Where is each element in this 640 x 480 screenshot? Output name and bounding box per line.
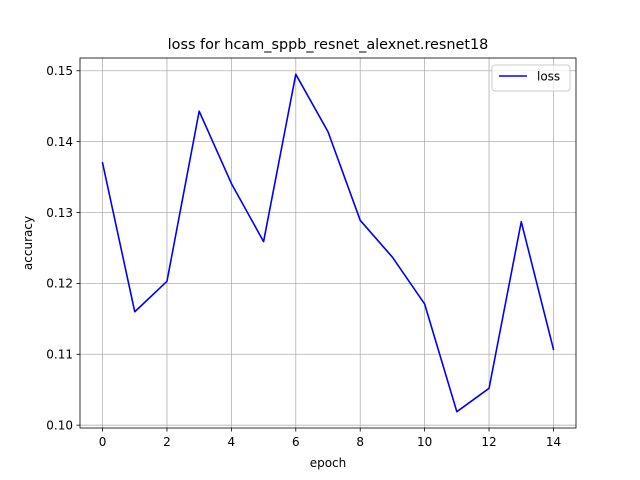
x-tick-label-12: 12 — [481, 435, 496, 449]
data-point-epoch-14 — [553, 349, 555, 351]
data-point-epoch-13 — [520, 221, 522, 223]
plot-area-frame — [79, 57, 577, 429]
data-point-epoch-9 — [392, 256, 394, 258]
data-point-epoch-7 — [327, 131, 329, 133]
y-axis-label: accuracy — [21, 216, 35, 270]
data-point-epoch-2 — [166, 280, 168, 282]
data-point-epoch-12 — [488, 388, 490, 390]
chart-title: loss for hcam_sppb_resnet_alexnet.resnet… — [168, 37, 489, 53]
x-tick-label-6: 6 — [292, 435, 300, 449]
x-tick-label-14: 14 — [546, 435, 561, 449]
data-point-epoch-4 — [231, 183, 233, 185]
x-axis-ticks: 0 2 4 6 8 10 12 14 — [99, 428, 561, 449]
data-point-epoch-0 — [102, 162, 104, 164]
series-line-loss — [101, 73, 555, 413]
y-tick-label-0.15: 0.15 — [46, 64, 73, 78]
x-axis-label: epoch — [310, 456, 347, 470]
data-point-epoch-6 — [295, 74, 297, 76]
y-tick-label-0.10: 0.10 — [46, 418, 73, 432]
x-tick-label-2: 2 — [163, 435, 171, 449]
data-point-epoch-11 — [456, 411, 458, 413]
data-point-epoch-10 — [424, 303, 426, 305]
y-tick-label-0.11: 0.11 — [46, 348, 73, 362]
y-axis-ticks: 0.10 0.11 0.12 0.13 0.14 0.15 — [46, 64, 80, 432]
x-tick-label-10: 10 — [417, 435, 432, 449]
x-tick-label-0: 0 — [99, 435, 107, 449]
y-tick-label-0.13: 0.13 — [46, 206, 73, 220]
series-layer — [101, 73, 555, 413]
legend-label-loss: loss — [537, 70, 560, 84]
data-point-epoch-5 — [263, 241, 265, 243]
data-point-epoch-1 — [134, 311, 136, 313]
legend: loss — [491, 64, 571, 92]
x-tick-label-8: 8 — [356, 435, 364, 449]
grid-lines — [80, 58, 576, 428]
y-tick-label-0.12: 0.12 — [46, 277, 73, 291]
legend-box — [491, 64, 571, 92]
data-point-epoch-8 — [359, 220, 361, 222]
y-tick-label-0.14: 0.14 — [46, 135, 73, 149]
x-tick-label-4: 4 — [228, 435, 236, 449]
data-point-epoch-3 — [198, 110, 200, 112]
